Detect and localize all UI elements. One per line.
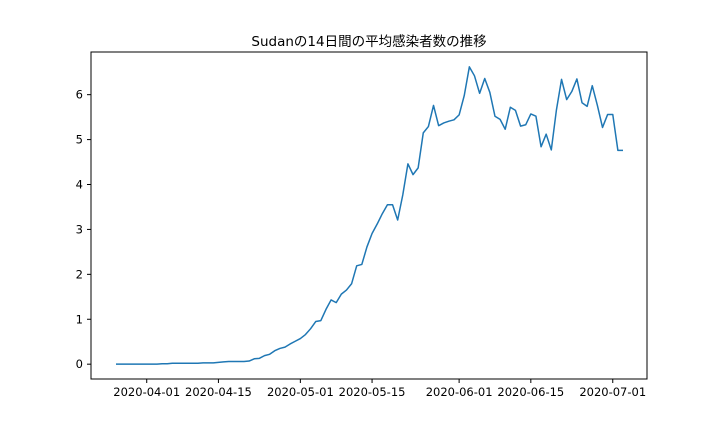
plot-area — [90, 51, 648, 380]
y-tick-label: 6 — [76, 88, 83, 102]
chart-title: Sudanの14日間の平均感染者数の推移 — [251, 33, 486, 50]
y-tick-label: 5 — [76, 133, 83, 147]
series-line — [116, 66, 623, 365]
x-tick-label: 2020-04-01 — [113, 385, 180, 399]
x-tick-label: 2020-07-01 — [579, 385, 646, 399]
x-axis: 2020-04-01 2020-04-15 2020-05-01 2020-05-15… — [113, 379, 646, 399]
y-tick-label: 4 — [76, 178, 83, 192]
y-tick-label: 1 — [76, 312, 83, 326]
x-tick-label: 2020-06-15 — [497, 385, 564, 399]
y-tick-label: 2 — [76, 267, 83, 281]
y-tick-label: 3 — [76, 222, 83, 236]
y-axis: 0 1 2 3 4 5 6 — [76, 88, 91, 371]
y-tick-label: 0 — [76, 357, 83, 371]
x-tick-label: 2020-04-15 — [185, 385, 252, 399]
x-tick-label: 2020-05-15 — [339, 385, 406, 399]
x-tick-label: 2020-05-01 — [267, 385, 334, 399]
x-tick-label: 2020-06-01 — [426, 385, 493, 399]
